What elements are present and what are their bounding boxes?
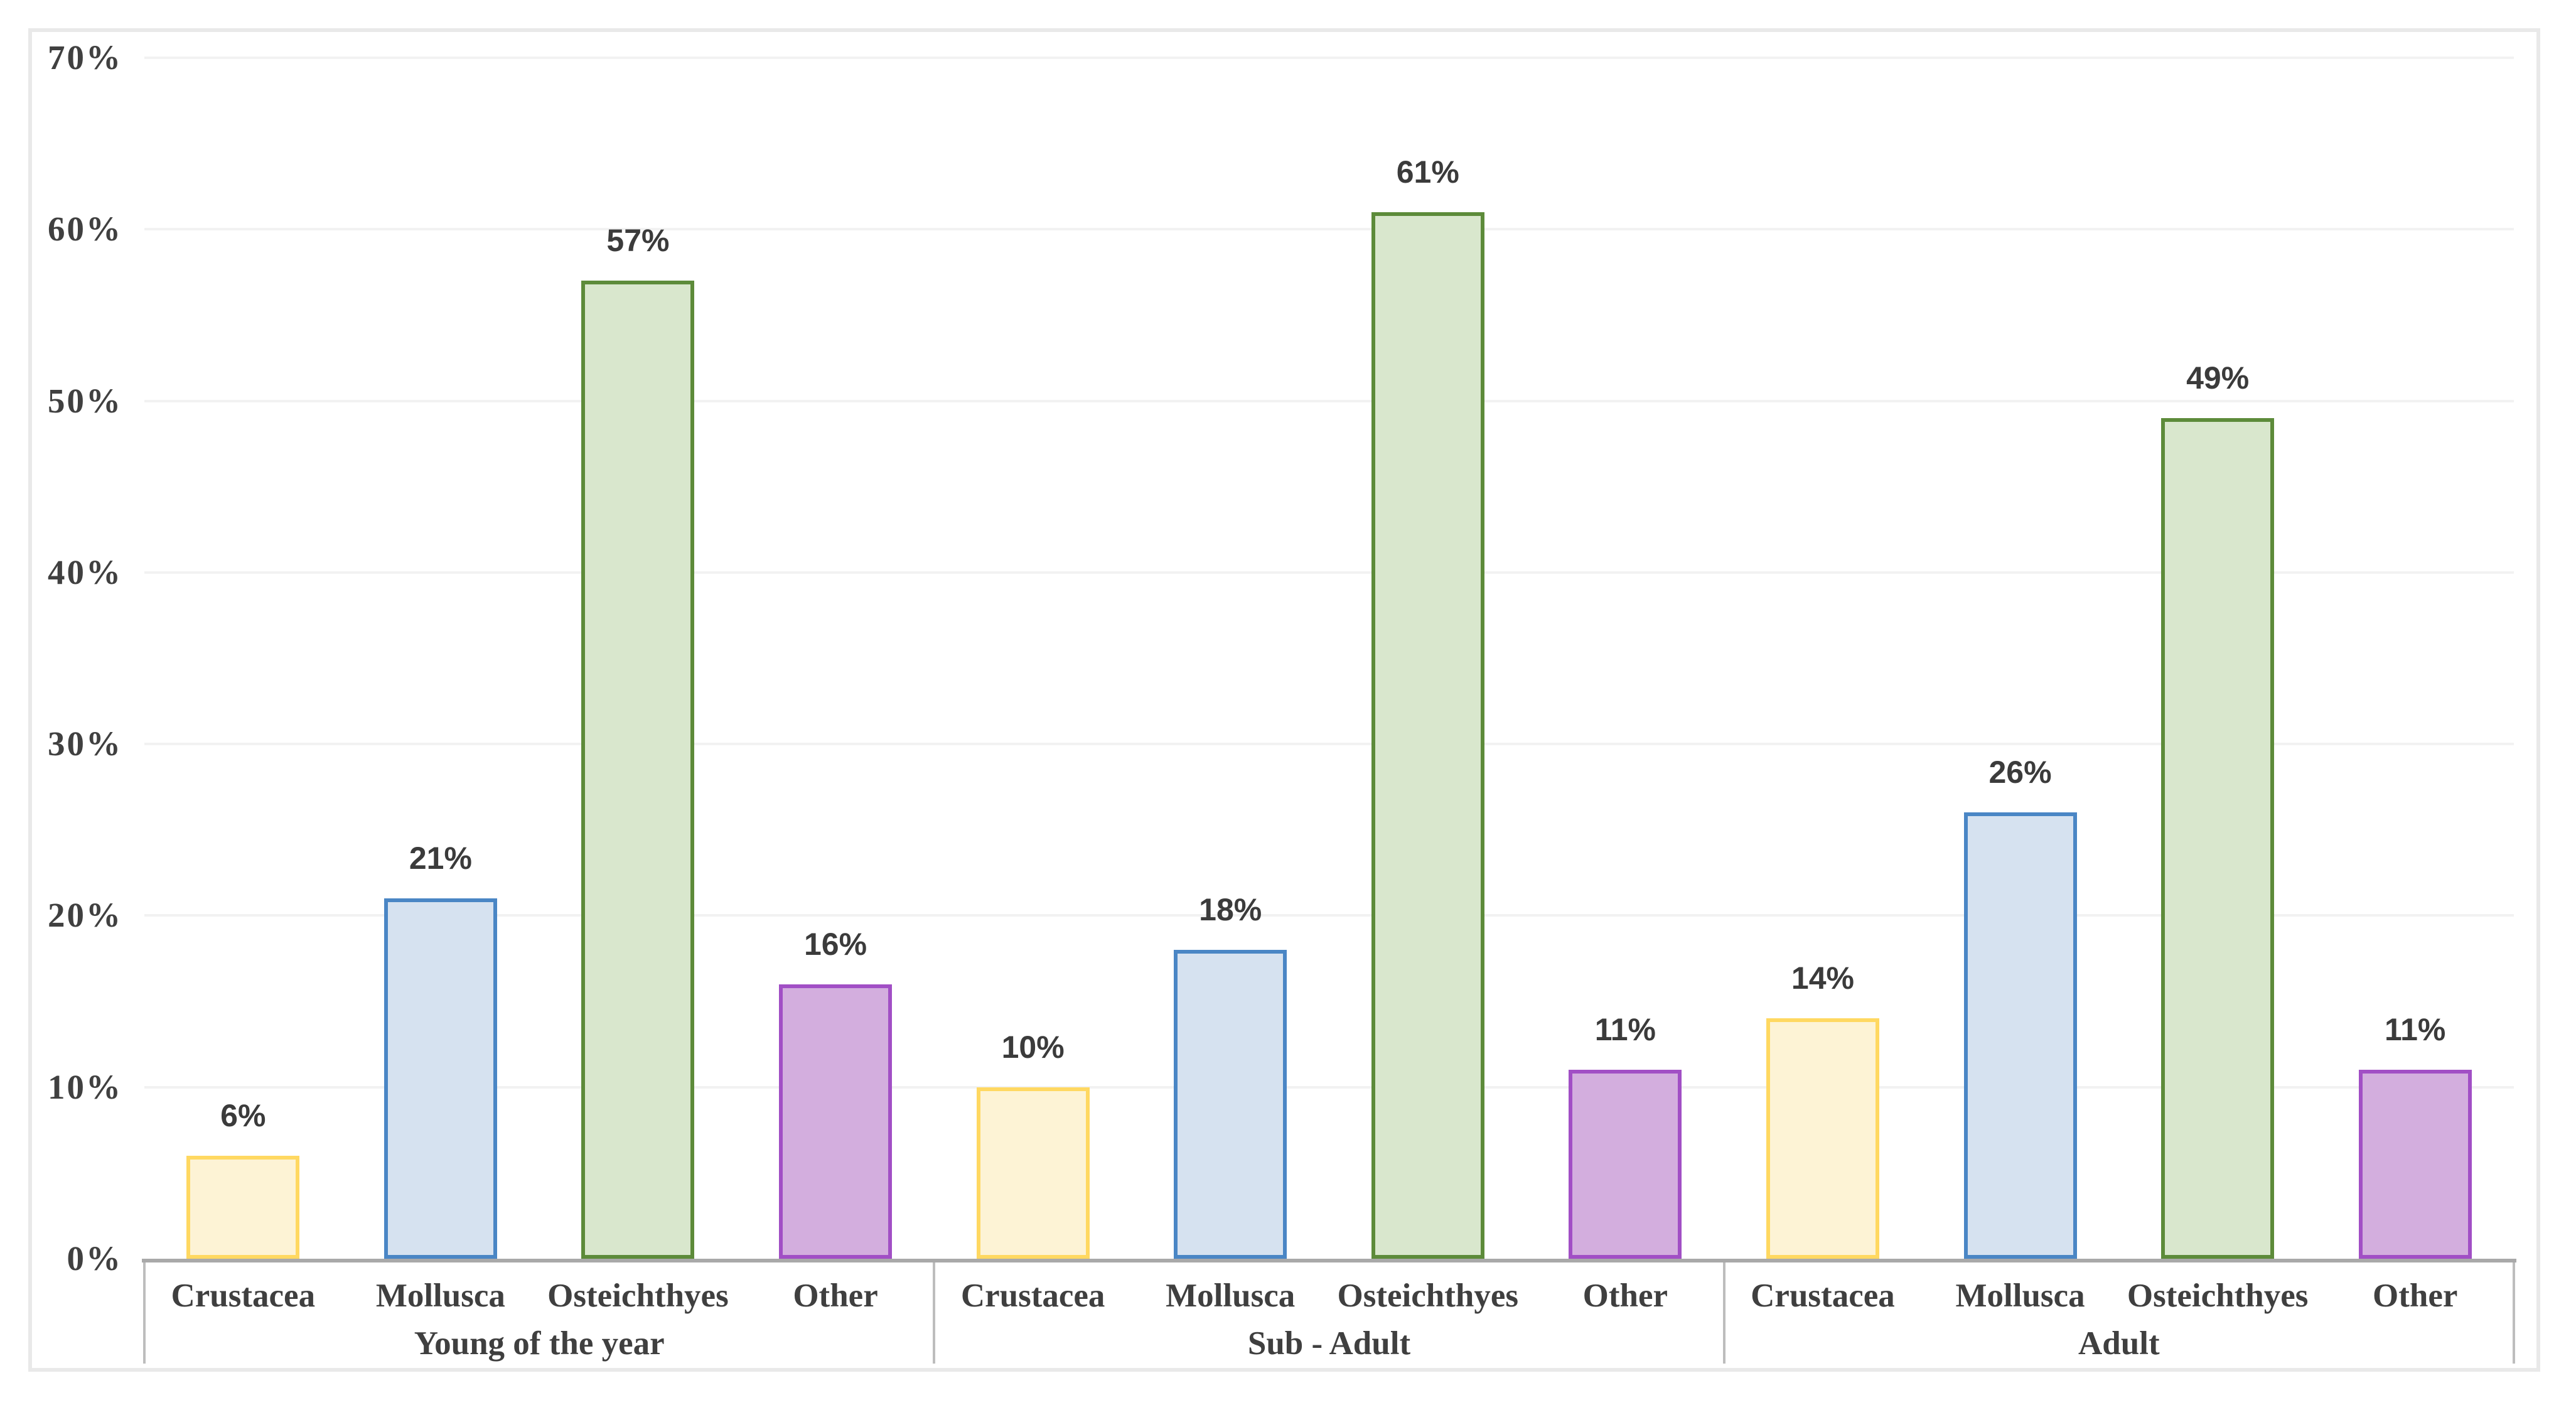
category-label-mollusca: Mollusca <box>375 1278 505 1314</box>
bar-value-label: 11% <box>1594 1012 1656 1048</box>
bar-other-2 <box>1569 1070 1682 1259</box>
bar-osteichthyes-1 <box>581 281 695 1259</box>
group-label-adult: Adult <box>2078 1325 2160 1362</box>
bar-mollusca-2 <box>1174 950 1287 1259</box>
y-axis-tick-label: 0% <box>67 1239 122 1278</box>
bar-mollusca-1 <box>384 898 497 1259</box>
bar-mollusca-3 <box>1963 812 2077 1259</box>
bar-other-1 <box>779 984 893 1259</box>
bar-crustacea-1 <box>186 1156 300 1259</box>
bar-value-label: 26% <box>1988 755 2052 790</box>
bar-crustacea-3 <box>1766 1018 1879 1259</box>
category-label-osteichthyes: Osteichthyes <box>1337 1278 1519 1314</box>
axis-group-divider <box>1722 1262 1725 1364</box>
axis-table-left-border <box>143 1262 146 1364</box>
bar-value-label: 14% <box>1791 961 1854 996</box>
bar-value-label: 11% <box>2385 1012 2446 1048</box>
y-gridline <box>144 571 2514 574</box>
bar-value-label: 10% <box>1001 1029 1065 1065</box>
y-gridline <box>144 399 2514 402</box>
y-axis-tick-label: 30% <box>48 724 122 763</box>
bar-value-label: 16% <box>803 926 867 962</box>
y-axis-tick-label: 60% <box>48 210 122 249</box>
bar-value-label: 49% <box>2186 360 2250 396</box>
category-label-other: Other <box>793 1278 878 1314</box>
bar-osteichthyes-2 <box>1371 212 1484 1259</box>
y-axis-tick-label: 70% <box>48 38 122 77</box>
bar-value-label: 6% <box>220 1098 266 1134</box>
category-label-crustacea: Crustacea <box>171 1278 316 1314</box>
category-label-osteichthyes: Osteichthyes <box>547 1278 729 1314</box>
y-gridline <box>144 743 2514 746</box>
bar-value-label: 61% <box>1396 154 1459 190</box>
bar-other-3 <box>2358 1070 2472 1259</box>
y-axis-tick-label: 50% <box>48 381 122 420</box>
bar-crustacea-2 <box>976 1087 1090 1259</box>
category-label-other: Other <box>1582 1278 1668 1314</box>
category-label-osteichthyes: Osteichthyes <box>2127 1278 2309 1314</box>
x-axis-line <box>142 1259 2516 1262</box>
y-axis-tick-label: 20% <box>48 896 122 935</box>
y-gridline <box>144 914 2514 917</box>
y-gridline <box>144 57 2514 59</box>
category-label-mollusca: Mollusca <box>1166 1278 1296 1314</box>
category-label-crustacea: Crustacea <box>1751 1278 1895 1314</box>
bar-value-label: 57% <box>606 223 670 259</box>
category-label-other: Other <box>2372 1278 2458 1314</box>
group-label-sub-adult: Sub - Adult <box>1247 1325 1411 1362</box>
y-gridline <box>144 228 2514 231</box>
y-gridline <box>144 1085 2514 1089</box>
category-label-crustacea: Crustacea <box>960 1278 1105 1314</box>
category-label-mollusca: Mollusca <box>1955 1278 2085 1314</box>
bar-value-label: 18% <box>1199 892 1262 928</box>
bar-osteichthyes-3 <box>2161 417 2275 1259</box>
bar-value-label: 21% <box>409 841 472 876</box>
y-axis-tick-label: 10% <box>48 1067 122 1106</box>
y-axis-tick-label: 40% <box>48 552 122 591</box>
axis-group-divider <box>933 1262 936 1364</box>
axis-table-right-border <box>2513 1262 2515 1364</box>
group-label-young-of-the-year: Young of the year <box>414 1325 665 1362</box>
